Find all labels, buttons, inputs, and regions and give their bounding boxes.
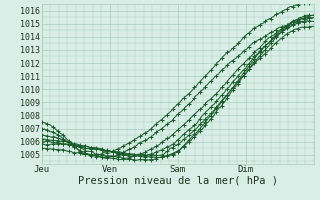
X-axis label: Pression niveau de la mer( hPa ): Pression niveau de la mer( hPa ): [77, 176, 278, 186]
